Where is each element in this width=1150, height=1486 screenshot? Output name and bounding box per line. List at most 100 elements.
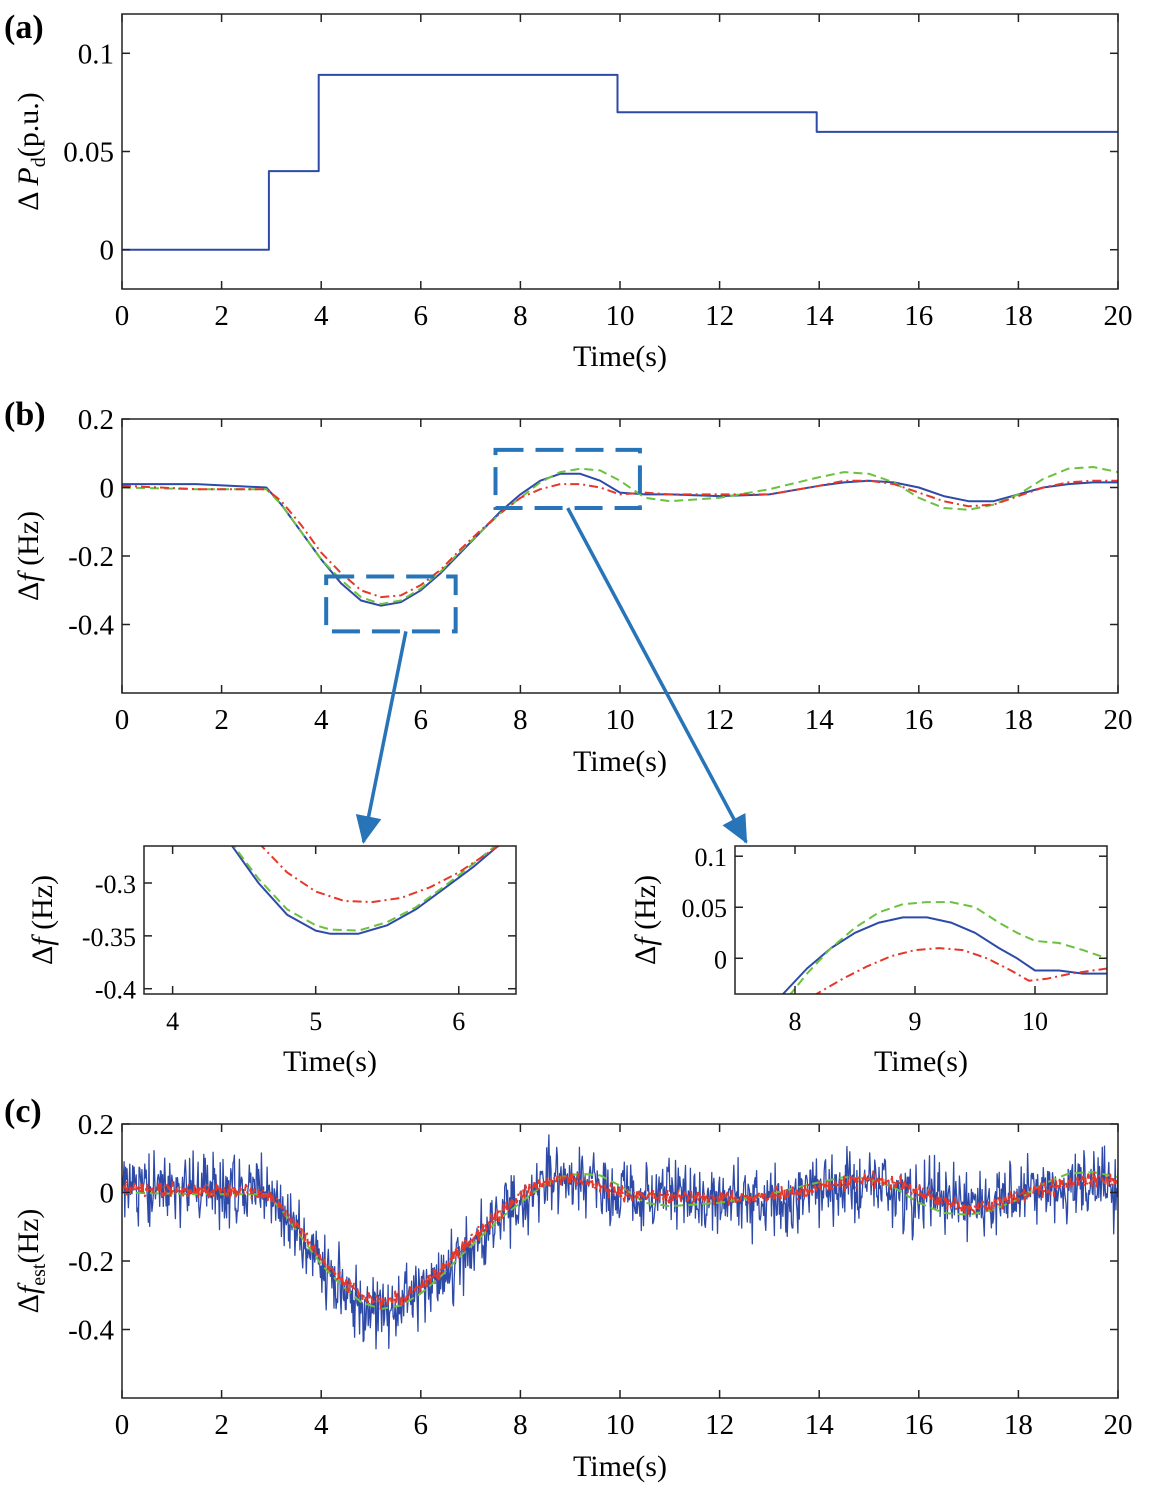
series-ΔPd-line [122, 73, 1118, 251]
x-tick-label: 12 [705, 704, 734, 736]
x-tick-label: 4 [166, 1007, 179, 1036]
x-tick-label: 6 [414, 704, 429, 736]
panel-a: 0 2 4 6 8 10 12 14 16 18 20 0 0.05 0.1 Time(s) Δ Pd(p.u… [4, 9, 1133, 373]
x-tick-label: 18 [1004, 704, 1033, 736]
x-tick-label: 2 [214, 300, 229, 332]
y-tick-label: 0.2 [78, 1109, 114, 1141]
x-tick-label: 4 [314, 300, 329, 332]
x-tick-label: 0 [115, 704, 130, 736]
y-tick-label: -0.35 [82, 923, 136, 952]
x-tick-label: 14 [805, 300, 835, 332]
x-tick-label: 9 [909, 1007, 922, 1036]
y-axis-label: Δ Pd(p.u.) [12, 92, 50, 210]
x-tick-label: 10 [1022, 1007, 1048, 1036]
y-tick-label: -0.3 [95, 870, 136, 899]
x-tick-label: 12 [705, 1409, 734, 1441]
series-blue-line [122, 1134, 1118, 1350]
y-axis-label: Δf (Hz) [12, 511, 45, 601]
x-axis-label: Time(s) [573, 745, 667, 778]
y-axis-label: Δf (Hz) [629, 875, 662, 965]
zoom-box [493, 447, 642, 511]
x-axis-label: Time(s) [283, 1045, 377, 1078]
y-tick-label: 0 [100, 235, 115, 267]
x-tick-label: 20 [1104, 300, 1133, 332]
x-tick-label: 0 [115, 300, 130, 332]
y-tick-label: 0 [714, 945, 727, 974]
y-tick-label: 0.2 [78, 404, 114, 436]
x-tick-label: 8 [513, 1409, 528, 1441]
series-red-line [814, 947, 1107, 994]
x-tick-label: 6 [414, 1409, 429, 1441]
series-red-line [122, 1170, 1118, 1310]
series-blue-line [122, 472, 1118, 607]
x-axis-label: Time(s) [573, 1450, 667, 1483]
series-green-line [122, 466, 1118, 605]
y-tick-label: -0.4 [68, 610, 114, 642]
panel-b-zoom1: 4 5 6 -0.4 -0.35 -0.3 Time(s) Δf (Hz) [26, 845, 517, 1078]
series-group [782, 901, 1107, 994]
x-tick-label: 0 [115, 1409, 130, 1441]
series-red-line [260, 846, 501, 903]
y-axis-label: Δfest(Hz) [12, 1209, 50, 1314]
x-axis-label: Time(s) [573, 340, 667, 373]
series-blue-line [782, 916, 1107, 994]
series-green-line [122, 1171, 1118, 1310]
zoom-arrow [566, 507, 748, 844]
panel-b-zoom2: 8 9 10 0 0.05 0.1 Time(s) Δf (Hz) [629, 843, 1108, 1078]
x-tick-label: 10 [606, 704, 635, 736]
y-axis-label: Δf (Hz) [26, 875, 59, 965]
x-tick-label: 16 [904, 704, 933, 736]
panel-c: 0 2 4 6 8 10 12 14 16 18 20 -0.4 -0.2 0 0.2 Time(s) Δfes… [4, 1093, 1133, 1483]
zoom-arrow [355, 631, 408, 844]
x-tick-label: 8 [513, 704, 528, 736]
x-tick-label: 14 [805, 704, 835, 736]
x-tick-label: 4 [314, 704, 329, 736]
x-axis-label: Time(s) [874, 1045, 968, 1078]
x-tick-label: 16 [904, 1409, 933, 1441]
x-tick-label: 18 [1004, 1409, 1033, 1441]
series-blue-line [230, 846, 500, 935]
y-tick-label: 0 [100, 473, 115, 505]
zoom-box [324, 574, 458, 634]
series-green-line [232, 846, 497, 932]
x-tick-label: 12 [705, 300, 734, 332]
plot-frame [121, 418, 1119, 694]
x-tick-label: 2 [214, 704, 229, 736]
series-green-line [789, 901, 1107, 994]
plot-frame [121, 1123, 1119, 1399]
x-tick-label: 20 [1104, 704, 1133, 736]
x-tick-label: 2 [214, 1409, 229, 1441]
x-tick-label: 8 [513, 300, 528, 332]
y-tick-label: -0.4 [68, 1315, 114, 1347]
series-group [122, 1134, 1118, 1350]
y-tick-label: 0.1 [695, 843, 728, 872]
x-tick-label: 16 [904, 300, 933, 332]
y-tick-label: 0 [100, 1178, 115, 1210]
x-tick-label: 5 [309, 1007, 322, 1036]
series-group [122, 466, 1118, 607]
plot-frame [734, 845, 1108, 995]
y-tick-label: 0.1 [78, 38, 114, 70]
panel-b: 0 2 4 6 8 10 12 14 16 18 20 -0.4 -0.2 0 0.2 Time(s) Δf (… [4, 396, 1133, 778]
x-tick-label: 8 [789, 1007, 802, 1036]
y-tick-label: 0.05 [682, 894, 728, 923]
panel-label: (c) [4, 1093, 42, 1130]
x-tick-label: 6 [452, 1007, 465, 1036]
x-tick-label: 4 [314, 1409, 329, 1441]
plot-frame [121, 13, 1119, 290]
x-tick-label: 18 [1004, 300, 1033, 332]
y-tick-label: -0.4 [95, 976, 136, 1005]
x-tick-label: 10 [606, 300, 635, 332]
series-group [230, 846, 501, 935]
x-tick-label: 10 [606, 1409, 635, 1441]
y-tick-label: -0.2 [68, 541, 114, 573]
x-tick-label: 20 [1104, 1409, 1133, 1441]
series-group [122, 73, 1118, 251]
panel-label: (a) [4, 9, 44, 46]
x-tick-label: 6 [414, 300, 429, 332]
x-tick-label: 14 [805, 1409, 835, 1441]
y-tick-label: 0.05 [63, 137, 114, 169]
panel-label: (b) [4, 396, 46, 433]
